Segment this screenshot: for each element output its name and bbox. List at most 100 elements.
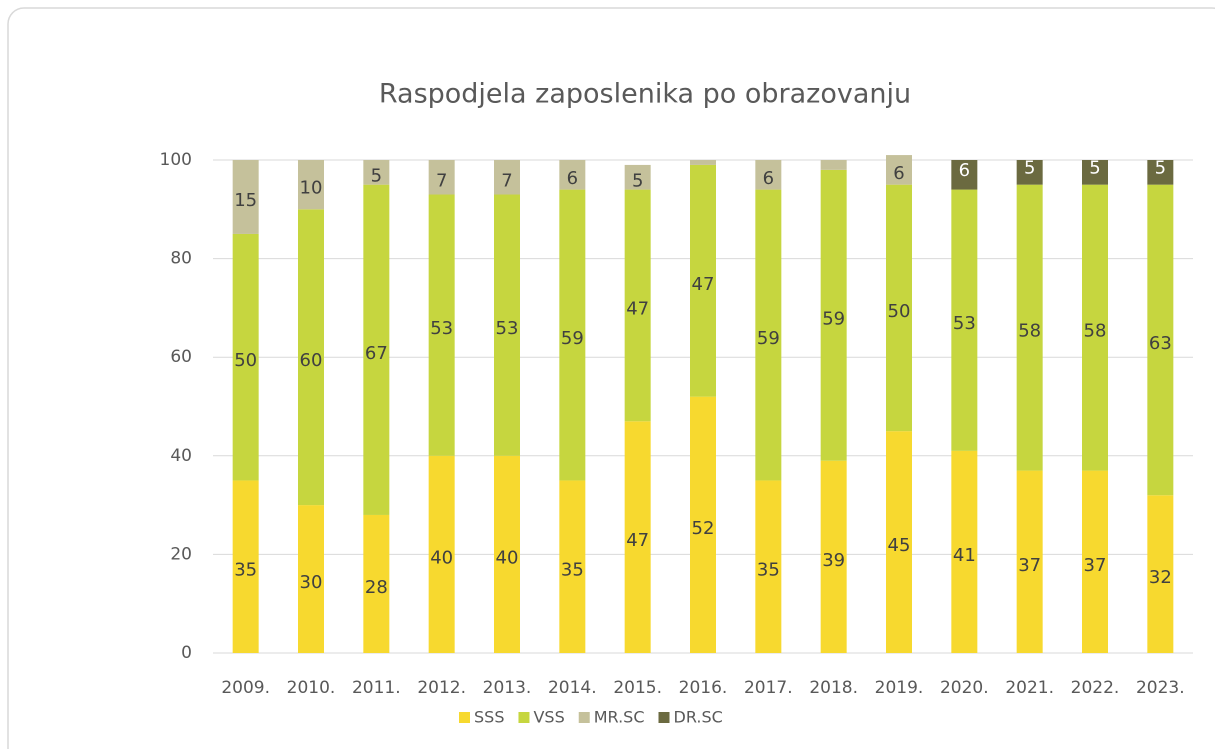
data-label: 15: [234, 190, 257, 211]
bar-segment: [951, 160, 978, 190]
bar-segment: [559, 160, 586, 190]
bar-segment: [886, 184, 912, 432]
x-tick-label: 2022.: [1071, 678, 1120, 698]
data-label: 58: [1084, 321, 1107, 342]
data-label: 59: [757, 328, 780, 349]
bar-segment: [363, 184, 390, 515]
x-tick-label: 2021.: [1005, 678, 1054, 698]
legend-label: MR.SC: [594, 708, 645, 727]
bar-segment: [755, 480, 782, 653]
data-label: 5: [1155, 157, 1166, 178]
bar-segment: [820, 160, 847, 170]
bar-segment: [624, 189, 651, 422]
bar-segment: [494, 194, 520, 456]
bar-segment: [1082, 470, 1108, 653]
data-label: 45: [888, 535, 911, 556]
data-label: 50: [234, 350, 257, 371]
bar-segment: [232, 233, 259, 481]
data-label: 35: [561, 560, 584, 581]
bar-segment: [559, 189, 586, 481]
data-label: 58: [1018, 321, 1041, 342]
data-label: 40: [430, 547, 453, 568]
y-tick-label: 40: [170, 446, 192, 466]
data-label: 47: [626, 298, 649, 319]
data-label: 37: [1084, 555, 1107, 576]
bar-segment: [298, 505, 324, 653]
data-label: 39: [822, 550, 845, 571]
y-tick-label: 100: [160, 150, 192, 170]
bar-segment: [820, 460, 847, 653]
data-label: 6: [567, 168, 578, 189]
bar-segment: [1016, 160, 1043, 185]
data-label: 41: [953, 545, 976, 566]
bar-segment: [232, 160, 259, 234]
legend-label: SSS: [474, 708, 504, 727]
bar-segment: [755, 160, 782, 190]
bar-segment: [559, 480, 586, 653]
data-label: 53: [430, 318, 453, 339]
data-label: 40: [496, 547, 519, 568]
data-label: 35: [234, 560, 257, 581]
bar-segment: [690, 164, 716, 397]
x-tick-label: 2009.: [221, 678, 270, 698]
bar-segment: [755, 189, 782, 481]
data-label: 37: [1018, 555, 1041, 576]
y-tick-label: 80: [170, 249, 192, 269]
bar-segment: [624, 421, 651, 653]
data-label: 63: [1149, 333, 1172, 354]
data-label: 47: [626, 530, 649, 551]
x-tick-label: 2014.: [548, 678, 597, 698]
legend-swatch: [578, 712, 590, 723]
data-label: 53: [496, 318, 519, 339]
x-tick-label: 2011.: [352, 678, 401, 698]
data-label: 10: [300, 178, 323, 199]
x-tick-label: 2023.: [1136, 678, 1185, 698]
data-label: 60: [300, 350, 323, 371]
bar-segment: [951, 189, 978, 451]
data-label: 5: [632, 170, 643, 191]
bar-segment: [428, 455, 455, 653]
x-tick-label: 2020.: [940, 678, 989, 698]
data-label: 47: [692, 274, 715, 295]
bar-segment: [1082, 160, 1108, 185]
bar-segment: [298, 209, 324, 506]
bar-segment: [363, 514, 390, 653]
x-tick-label: 2015.: [613, 678, 662, 698]
y-tick-label: 0: [181, 643, 192, 663]
bar-segment: [428, 194, 455, 456]
data-label: 30: [300, 572, 323, 593]
legend-label: VSS: [533, 708, 564, 727]
y-tick-label: 60: [170, 347, 192, 367]
bar-segment: [428, 160, 455, 195]
data-label: 7: [436, 170, 447, 191]
x-tick-label: 2017.: [744, 678, 793, 698]
bar-segment: [820, 169, 847, 461]
bar-segment: [690, 160, 716, 165]
data-label: 28: [365, 577, 388, 598]
legend-swatch: [658, 712, 670, 723]
data-label: 32: [1149, 567, 1172, 588]
data-label: 6: [959, 160, 970, 181]
legend-label: DR.SC: [674, 708, 723, 727]
bar-segment: [363, 160, 390, 185]
data-label: 59: [822, 308, 845, 329]
bar-segment: [886, 431, 912, 653]
bar-segment: [494, 160, 520, 195]
bar-segment: [1147, 160, 1174, 185]
bar-segment: [1147, 184, 1174, 496]
x-tick-label: 2010.: [287, 678, 336, 698]
data-label: 5: [1024, 157, 1035, 178]
x-tick-label: 2018.: [809, 678, 858, 698]
data-label: 6: [763, 168, 774, 189]
bar-segment: [624, 164, 651, 190]
bar-segment: [886, 155, 912, 185]
data-label: 5: [1089, 157, 1100, 178]
x-tick-label: 2019.: [875, 678, 924, 698]
x-tick-label: 2013.: [483, 678, 532, 698]
data-label: 6: [893, 163, 904, 184]
data-label: 35: [757, 560, 780, 581]
legend-swatch: [459, 712, 470, 723]
bar-segment: [1082, 184, 1108, 471]
bar-segment: [1147, 495, 1174, 653]
data-label: 7: [501, 170, 512, 191]
